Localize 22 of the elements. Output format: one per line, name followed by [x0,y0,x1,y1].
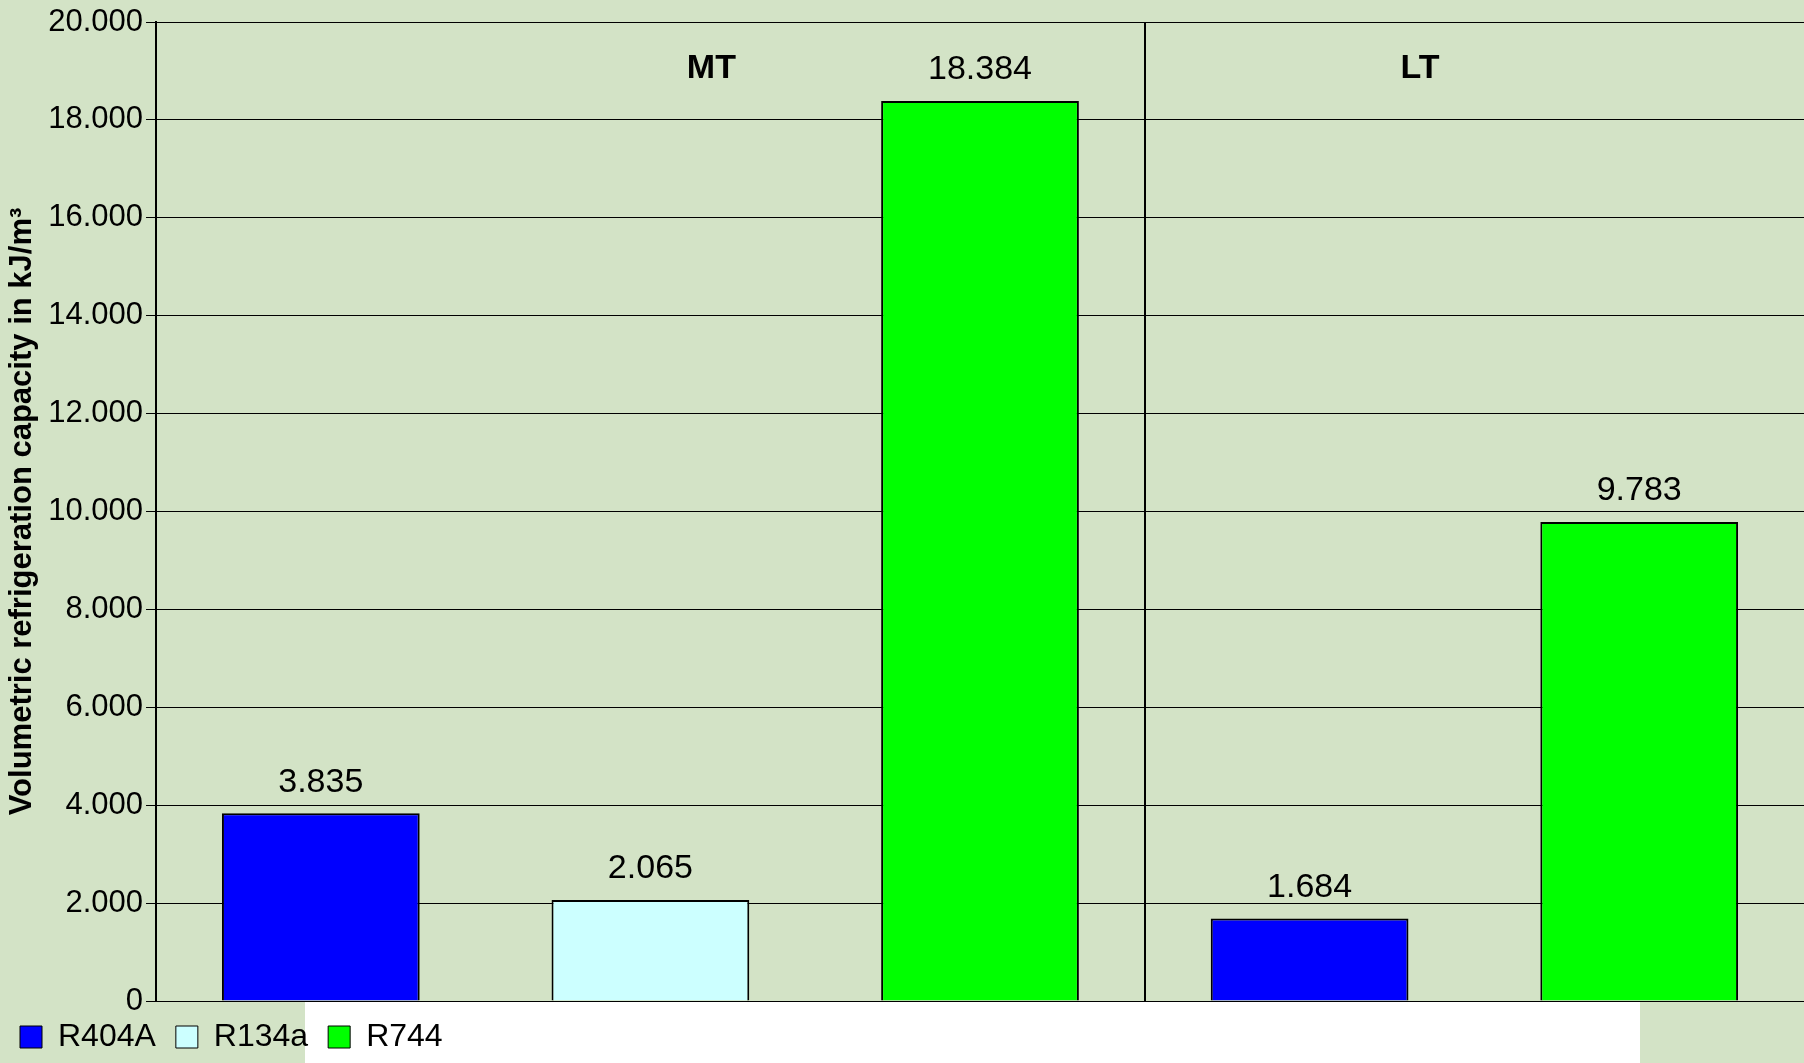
y-tick-label: 16.000 [48,198,144,234]
y-tick-label: 10.000 [48,492,144,528]
y-tick-label: 20.000 [48,2,144,38]
y-tick-label: 0 [125,981,144,1017]
data-label: 2.065 [607,847,693,886]
annotation: MT [686,47,737,86]
y-tick-label: 4.000 [65,785,144,821]
data-label: 18.384 [928,48,1033,87]
y-tick-label: 14.000 [48,296,144,332]
data-label: 1.684 [1267,865,1353,904]
annotation: LT [1400,47,1440,86]
y-tick-label: 12.000 [48,394,144,430]
y-tick-label: 18.000 [48,100,144,136]
y-axis-title: Volumetric refrigeration capacity in kJ/m³ [3,207,39,816]
data-label: 3.835 [278,760,364,799]
legend-label: R744 [366,1016,443,1053]
data-label: 9.783 [1596,469,1682,508]
y-tick-label: 2.000 [65,883,144,919]
legend-label: R404A [58,1016,157,1053]
y-tick-label: 8.000 [65,589,144,625]
y-tick-label: 6.000 [65,687,144,723]
legend-label: R134a [213,1016,309,1053]
